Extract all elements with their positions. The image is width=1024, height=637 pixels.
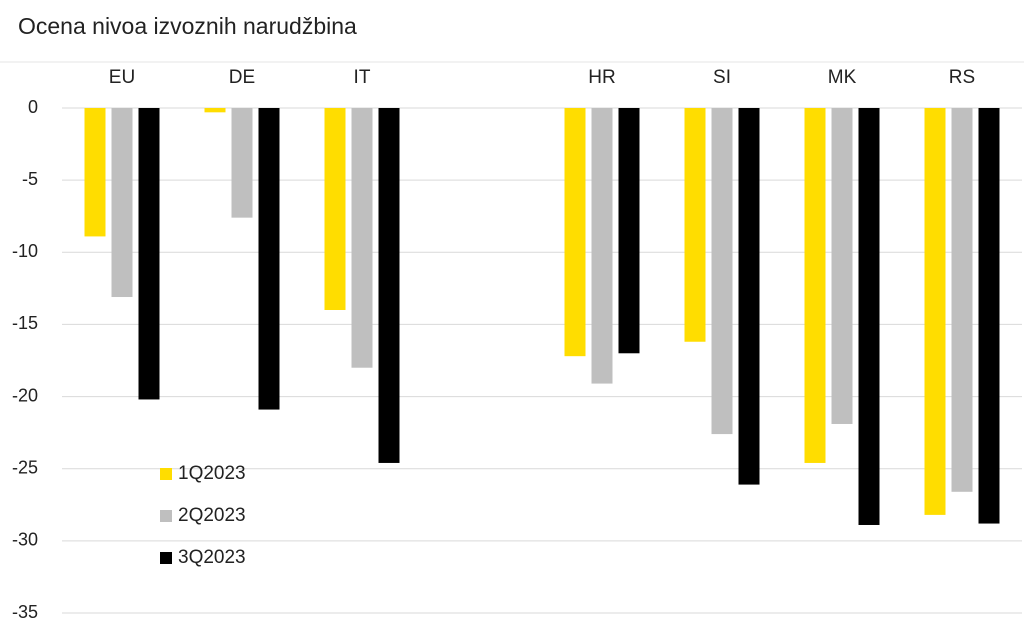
y-tick-label: -30 <box>12 530 38 550</box>
x-tick-label: DE <box>229 67 255 88</box>
y-tick-label: -15 <box>12 313 38 333</box>
bar <box>831 108 853 424</box>
bar <box>618 108 640 354</box>
bar <box>351 108 373 368</box>
legend-swatch <box>160 552 172 564</box>
bar <box>591 108 613 384</box>
x-tick-label: SI <box>713 67 731 88</box>
x-tick-label: EU <box>109 67 135 88</box>
bar <box>324 108 346 310</box>
y-tick-label: -5 <box>22 169 38 189</box>
bar <box>978 108 1000 524</box>
bar <box>564 108 586 357</box>
bar <box>231 108 253 218</box>
y-tick-label: -10 <box>12 241 38 261</box>
bar <box>84 108 106 237</box>
legend-swatch <box>160 468 172 480</box>
legend-label: 1Q2023 <box>178 463 246 484</box>
bar <box>111 108 133 298</box>
bar <box>138 108 160 400</box>
legend-label: 3Q2023 <box>178 547 246 568</box>
bar <box>684 108 706 342</box>
y-tick-label: 0 <box>28 97 38 117</box>
chart-title: Ocena nivoa izvoznih narudžbina <box>18 13 357 39</box>
bar <box>204 108 226 113</box>
legend-swatch <box>160 510 172 522</box>
y-tick-label: -25 <box>12 457 38 477</box>
bar <box>378 108 400 463</box>
bar <box>924 108 946 515</box>
y-tick-label: -35 <box>12 602 38 622</box>
bar <box>738 108 760 485</box>
bar <box>804 108 826 463</box>
bar <box>258 108 280 410</box>
y-tick-label: -20 <box>12 385 38 405</box>
x-tick-label: HR <box>588 67 615 88</box>
bar <box>858 108 880 525</box>
bar <box>951 108 973 492</box>
x-tick-label: IT <box>354 67 371 88</box>
x-tick-label: MK <box>828 67 857 88</box>
bar <box>711 108 733 435</box>
x-tick-label: RS <box>949 67 975 88</box>
legend-label: 2Q2023 <box>178 505 246 526</box>
